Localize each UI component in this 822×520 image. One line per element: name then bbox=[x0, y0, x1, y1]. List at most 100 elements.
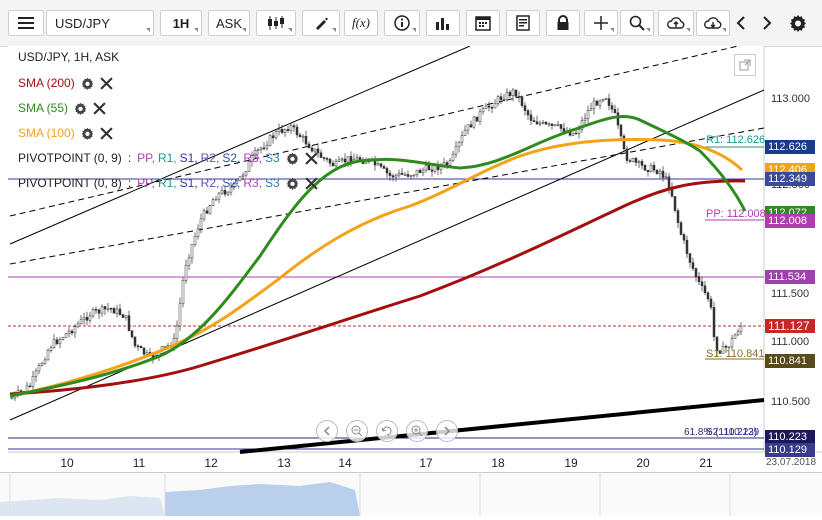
candle-body bbox=[715, 336, 719, 352]
candle-body bbox=[28, 385, 32, 388]
candle-body bbox=[49, 347, 53, 351]
close-icon[interactable] bbox=[305, 176, 318, 190]
candle-body bbox=[487, 105, 491, 108]
menu-button[interactable] bbox=[8, 10, 44, 36]
candle-body bbox=[667, 176, 671, 189]
candle-body bbox=[397, 172, 401, 176]
nav-forward-button[interactable] bbox=[436, 420, 458, 442]
chevron-right-icon bbox=[763, 16, 772, 30]
candle-body bbox=[193, 236, 197, 245]
candle-body bbox=[409, 175, 413, 177]
candle-body bbox=[82, 317, 86, 320]
candle-body bbox=[52, 339, 56, 348]
candle-body bbox=[610, 105, 614, 110]
candle-body bbox=[595, 100, 599, 106]
candle-body bbox=[574, 132, 578, 135]
navigator-strip[interactable] bbox=[0, 472, 822, 516]
reset-zoom-button[interactable] bbox=[376, 420, 398, 442]
candle-body bbox=[334, 161, 338, 167]
candle-body bbox=[286, 129, 290, 132]
timeframe-selector[interactable]: 1H bbox=[160, 10, 202, 36]
indicators-button[interactable]: f(x) bbox=[344, 10, 378, 36]
price-chart[interactable] bbox=[0, 46, 822, 520]
zoom-icon bbox=[629, 15, 645, 31]
close-icon[interactable] bbox=[100, 76, 113, 90]
candle-body bbox=[118, 308, 122, 315]
cloud-download-icon bbox=[704, 17, 722, 29]
dropdown-corner-icon bbox=[686, 28, 690, 32]
candle-body bbox=[736, 331, 740, 336]
candle-body bbox=[241, 174, 245, 177]
nav-back-button[interactable] bbox=[316, 420, 338, 442]
close-icon[interactable] bbox=[93, 101, 106, 115]
candle-body bbox=[589, 108, 593, 111]
time-label: 21 bbox=[699, 456, 713, 470]
candle-body bbox=[658, 170, 662, 174]
lock-button[interactable] bbox=[546, 10, 580, 36]
gear-icon[interactable] bbox=[286, 177, 299, 190]
calendar-button[interactable] bbox=[466, 10, 500, 36]
legend-pivot-item: S3 bbox=[265, 176, 280, 190]
upload-button[interactable] bbox=[658, 10, 694, 36]
gear-icon[interactable] bbox=[74, 102, 87, 115]
candle-body bbox=[538, 122, 542, 125]
legend-pivot-1-label: PIVOTPOINT (0, 9) bbox=[18, 151, 122, 165]
candle-body bbox=[58, 339, 62, 345]
gear-icon[interactable] bbox=[81, 127, 94, 140]
news-button[interactable] bbox=[506, 10, 540, 36]
crosshair-button[interactable] bbox=[584, 10, 618, 36]
candle-body bbox=[64, 333, 68, 338]
candle-body bbox=[277, 128, 281, 132]
info-button[interactable] bbox=[384, 10, 420, 36]
candle-body bbox=[502, 99, 506, 101]
dropdown-corner-icon bbox=[646, 28, 650, 32]
zoom-in-button[interactable] bbox=[406, 420, 428, 442]
candle-body bbox=[559, 124, 563, 129]
candle-body bbox=[388, 172, 392, 176]
candle-body bbox=[181, 280, 185, 304]
legend-sma-55-label: SMA (55) bbox=[18, 101, 69, 115]
candle-body bbox=[61, 337, 65, 340]
candle-body bbox=[661, 170, 665, 178]
candle-body bbox=[25, 385, 29, 392]
close-icon[interactable] bbox=[100, 126, 113, 140]
time-label: 11 bbox=[132, 456, 146, 470]
close-icon[interactable] bbox=[305, 151, 318, 165]
candle-body bbox=[532, 120, 536, 122]
settings-button[interactable] bbox=[786, 10, 810, 36]
popout-button[interactable] bbox=[734, 54, 756, 76]
price-type-selector[interactable]: ASK bbox=[208, 10, 250, 36]
chart-area[interactable]: USD/JPY, 1H, ASK SMA (200) SMA (55) SMA … bbox=[0, 46, 822, 520]
gear-icon[interactable] bbox=[81, 77, 94, 90]
candle-body bbox=[511, 89, 515, 96]
chart-type-button[interactable] bbox=[256, 10, 296, 36]
volume-button[interactable] bbox=[426, 10, 460, 36]
legend-pivot-2-label: PIVOTPOINT (0, 8) bbox=[18, 176, 122, 190]
candle-body bbox=[628, 160, 632, 162]
gear-icon[interactable] bbox=[286, 152, 299, 165]
candle-body bbox=[727, 346, 731, 349]
candle-body bbox=[91, 309, 95, 317]
candle-body bbox=[619, 124, 623, 137]
scroll-forward-button[interactable] bbox=[756, 10, 778, 36]
sma-100-line bbox=[9, 138, 744, 398]
download-button[interactable] bbox=[696, 10, 730, 36]
symbol-selector[interactable]: USD/JPY bbox=[46, 10, 154, 36]
candle-body bbox=[649, 165, 653, 173]
candle-body bbox=[211, 199, 215, 206]
candle-body bbox=[103, 306, 107, 310]
scroll-back-button[interactable] bbox=[730, 10, 752, 36]
zoom-out-button[interactable] bbox=[346, 420, 368, 442]
candle-body bbox=[643, 165, 647, 171]
drawing-tools-button[interactable] bbox=[302, 10, 340, 36]
candle-body bbox=[526, 110, 530, 116]
legend-pivot-item: R1, bbox=[157, 176, 177, 190]
price-tick: 110.500 bbox=[771, 396, 810, 408]
candle-body bbox=[319, 152, 323, 158]
candle-body bbox=[421, 169, 425, 174]
candle-body bbox=[655, 169, 659, 174]
candle-body bbox=[73, 326, 77, 334]
zoom-button[interactable] bbox=[620, 10, 654, 36]
candle-body bbox=[106, 308, 110, 310]
price-type-label: ASK bbox=[215, 15, 242, 31]
